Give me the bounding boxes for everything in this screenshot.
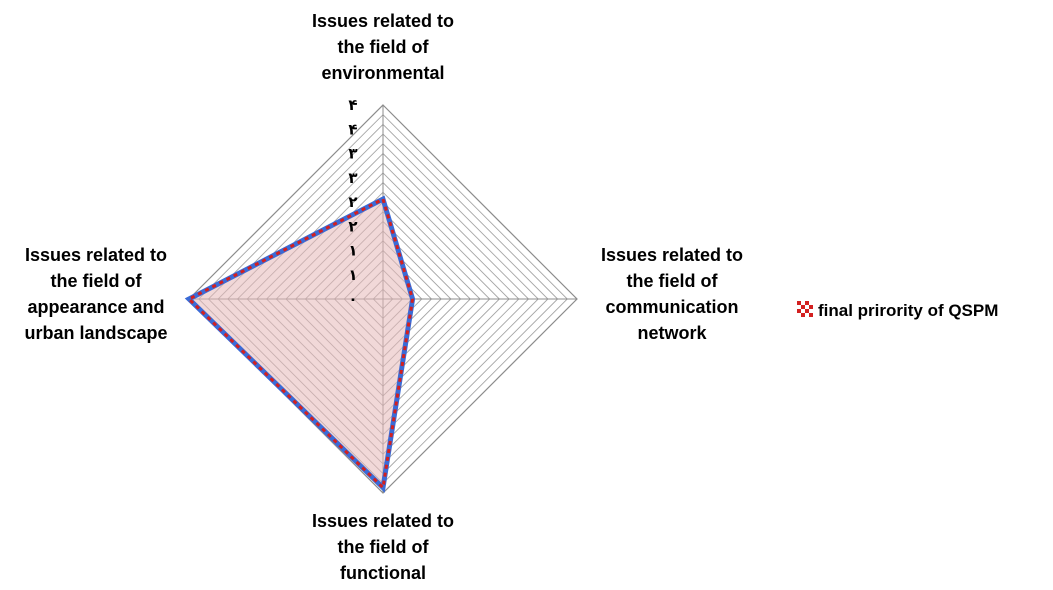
tick-label: ۳ xyxy=(348,145,357,163)
axis-label-line: the field of xyxy=(51,271,143,291)
legend: final prirority of QSPM xyxy=(797,301,998,320)
radar-series xyxy=(184,195,416,493)
axis-label-line: the field of xyxy=(338,537,430,557)
legend-swatch-cell xyxy=(809,313,813,317)
axis-label-line: Issues related to xyxy=(25,245,167,265)
axis-label-line: Issues related to xyxy=(312,11,454,31)
tick-label: ۲ xyxy=(348,193,357,211)
legend-label: final prirority of QSPM xyxy=(818,301,998,320)
tick-label: ۴ xyxy=(348,96,357,114)
axis-label-line: appearance and xyxy=(27,297,164,317)
legend-swatch-cell xyxy=(797,301,801,305)
legend-swatch-cell xyxy=(797,309,801,313)
series-line xyxy=(184,195,416,493)
radar-axis-labels: Issues related to the field of environment… xyxy=(24,11,743,583)
tick-label: ۲ xyxy=(348,217,357,235)
legend-swatch-cell xyxy=(805,301,809,305)
legend-swatch-cell xyxy=(809,305,813,309)
radar-tick-labels: ۰ ۱ ۱ ۲ ۲ ۳ ۳ ۴ ۴ xyxy=(348,96,357,308)
axis-label: Issues related to the field of communicati… xyxy=(601,245,743,343)
axis-label: Issues related to the field of appearance … xyxy=(24,245,167,343)
legend-swatch-cell xyxy=(801,313,805,317)
axis-label-line: Issues related to xyxy=(601,245,743,265)
axis-label-line: urban landscape xyxy=(24,323,167,343)
axis-label-line: functional xyxy=(340,563,426,583)
axis-label: Issues related to the field of environment… xyxy=(312,11,454,83)
legend-swatch-cell xyxy=(801,305,805,309)
tick-label: ۱ xyxy=(348,266,357,284)
axis-label-line: the field of xyxy=(338,37,430,57)
legend-swatch-cell xyxy=(805,309,809,313)
axis-label-line: environmental xyxy=(321,63,444,83)
axis-label-line: communication xyxy=(605,297,738,317)
tick-label: ۳ xyxy=(348,169,357,187)
axis-label-line: Issues related to xyxy=(312,511,454,531)
axis-label-line: network xyxy=(637,323,707,343)
legend-swatch xyxy=(797,301,813,317)
tick-label: ۴ xyxy=(348,120,357,138)
axis-label: Issues related to the field of functional xyxy=(312,511,454,583)
tick-label: ۱ xyxy=(348,242,357,260)
tick-label: ۰ xyxy=(348,290,357,308)
axis-label-line: the field of xyxy=(627,271,719,291)
